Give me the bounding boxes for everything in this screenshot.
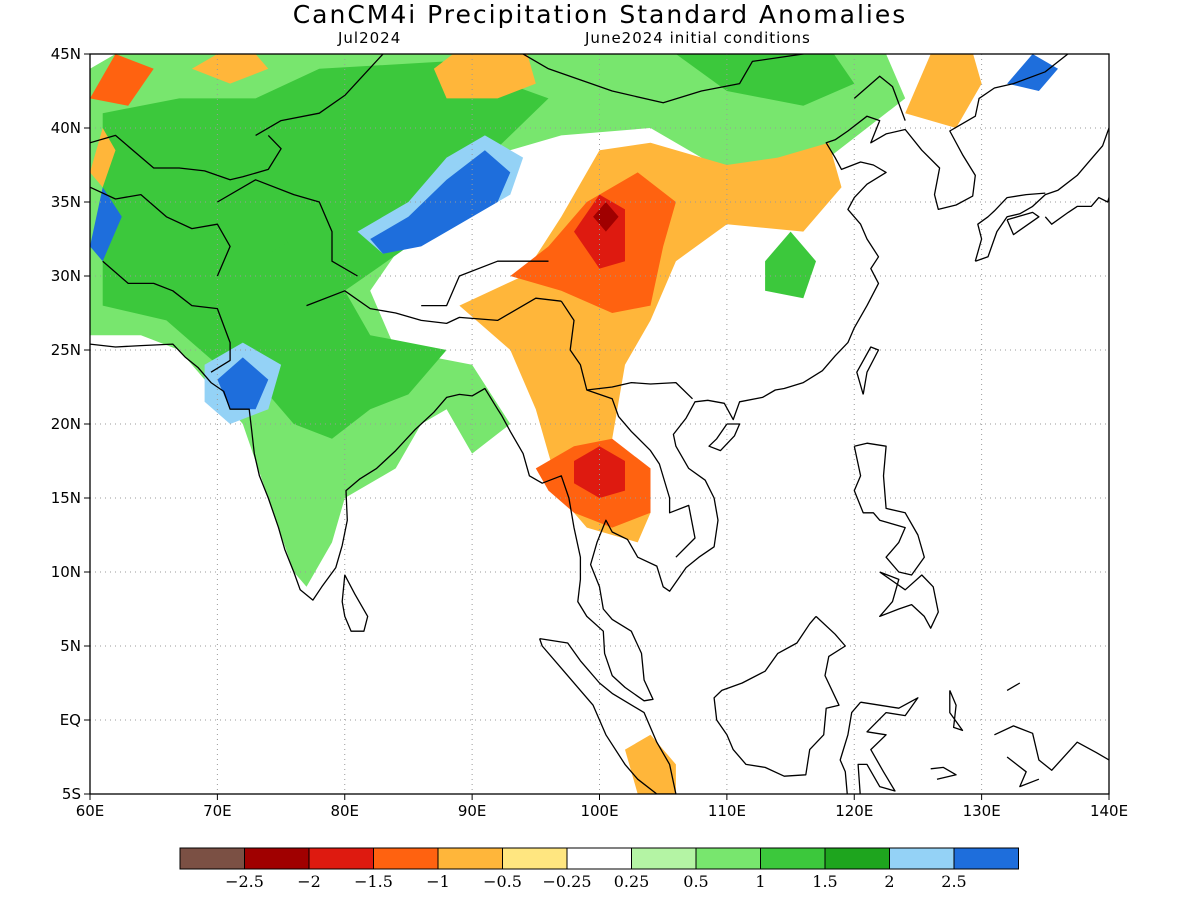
anomaly-region-18 — [905, 54, 982, 128]
anomaly-region-21 — [191, 54, 269, 84]
colorbar-label: 0.25 — [614, 872, 650, 891]
colorbar: −2.5 −2 −1.5 −1 −0.5 −0.25 0.25 0.5 1 1.5 2 2.5 — [179, 847, 1019, 891]
colorbar-label: 2 — [884, 872, 894, 891]
anomaly-region-8 — [217, 357, 269, 410]
lon-tick-label: 100E — [580, 802, 618, 820]
lat-tick-label: 20N — [51, 415, 81, 433]
coastline-27 — [1044, 196, 1109, 225]
lat-tick-label: 35N — [51, 193, 81, 211]
coastline-2 — [217, 179, 358, 277]
coastline-20 — [994, 725, 1109, 771]
colorbar-label: −2 — [297, 872, 321, 891]
anomaly-region-2 — [255, 239, 345, 373]
coastline-11 — [853, 75, 906, 121]
coastline-12 — [708, 423, 741, 452]
colorbar-swatch-7 — [631, 847, 697, 870]
lon-tick-label: 60E — [76, 802, 105, 820]
anomaly-region-1 — [102, 61, 549, 439]
coastline-23 — [930, 766, 957, 780]
coastline-16 — [879, 571, 939, 629]
coastline-14 — [341, 574, 369, 632]
coastline-21 — [1006, 756, 1040, 788]
coastline-4 — [586, 381, 693, 400]
coastline-8 — [102, 260, 231, 373]
colorbar-label: −1.5 — [354, 872, 393, 891]
lon-tick-label: 130E — [963, 802, 1001, 820]
colorbar-label: −0.5 — [483, 872, 522, 891]
coastline-15 — [853, 442, 925, 576]
colorbar-swatch-8 — [695, 847, 761, 870]
lon-tick-label: 70E — [203, 802, 232, 820]
lat-tick-label: 25N — [51, 341, 81, 359]
colorbar-label: 0.5 — [683, 872, 708, 891]
colorbar-label: −1 — [426, 872, 450, 891]
colorbar-label: 1.5 — [812, 872, 837, 891]
anomaly-region-4 — [765, 231, 816, 299]
colorbar-swatch-5 — [502, 847, 568, 870]
anomaly-region-17 — [433, 54, 536, 99]
initial-conditions-label: June2024 initial conditions — [585, 29, 811, 47]
anomaly-region-3 — [675, 54, 855, 106]
coastline-7 — [90, 134, 282, 181]
coastline-26 — [1006, 211, 1040, 236]
lat-tick-label: 30N — [51, 267, 81, 285]
coastline-13 — [856, 346, 880, 395]
colorbar-swatch-0 — [179, 847, 245, 870]
colorbar-swatch-1 — [244, 847, 310, 870]
colorbar-swatch-4 — [437, 847, 503, 870]
lon-tick-label: 80E — [330, 802, 359, 820]
lat-tick-label: EQ — [60, 711, 81, 729]
anomaly-region-22 — [90, 54, 154, 106]
colorbar-label: 2.5 — [941, 872, 966, 891]
valid-month-label: Jul2024 — [338, 29, 402, 47]
coastline-28 — [1006, 682, 1021, 691]
lat-tick-label: 5N — [60, 637, 81, 655]
colorbar-swatch-10 — [824, 847, 890, 870]
coastline-5 — [521, 54, 805, 104]
coastline-17 — [713, 615, 846, 777]
lon-tick-label: 110E — [708, 802, 746, 820]
lat-tick-label: 45N — [51, 45, 81, 63]
colorbar-swatch-6 — [566, 847, 632, 870]
coastline-3 — [560, 300, 696, 558]
anomaly-region-16 — [593, 202, 619, 232]
coastline-24 — [975, 127, 1109, 262]
lon-tick-label: 90E — [458, 802, 487, 820]
colorbar-label: −2.5 — [225, 872, 264, 891]
lon-tick-label: 120E — [835, 802, 873, 820]
lat-tick-label: 10N — [51, 563, 81, 581]
colorbar-swatch-12 — [953, 847, 1019, 870]
anomaly-fill-layer — [90, 54, 1058, 794]
colorbar-label: −0.25 — [542, 872, 591, 891]
coastline-10 — [421, 260, 549, 307]
lat-tick-label: 15N — [51, 489, 81, 507]
lat-tick-label: 5S — [62, 785, 81, 803]
axis-ticks: 60E 70E 80E 90E 100E 110E 120E 130E 140E 45N 40N 35… — [51, 45, 1128, 820]
coastline-19 — [839, 697, 919, 794]
anomaly-region-15 — [574, 446, 625, 498]
anomaly-region-10 — [90, 187, 122, 262]
colorbar-swatch-9 — [760, 847, 826, 870]
coastline-9 — [90, 186, 231, 277]
lon-tick-label: 140E — [1090, 802, 1128, 820]
coastline-layer — [90, 54, 1109, 794]
colorbar-swatch-11 — [889, 847, 955, 870]
colorbar-swatch-2 — [308, 847, 374, 870]
lat-tick-label: 40N — [51, 119, 81, 137]
coastline-0 — [90, 54, 1069, 702]
coastline-22 — [949, 690, 964, 732]
map-title: CanCM4i Precipitation Standard Anomalies — [292, 0, 908, 29]
coastline-1 — [306, 290, 562, 325]
colorbar-swatch-3 — [373, 847, 439, 870]
coastline-25 — [974, 192, 1046, 262]
coastline-6 — [255, 54, 384, 136]
anomaly-region-19 — [90, 128, 116, 188]
coastline-18 — [538, 637, 677, 794]
colorbar-label: 1 — [755, 872, 765, 891]
